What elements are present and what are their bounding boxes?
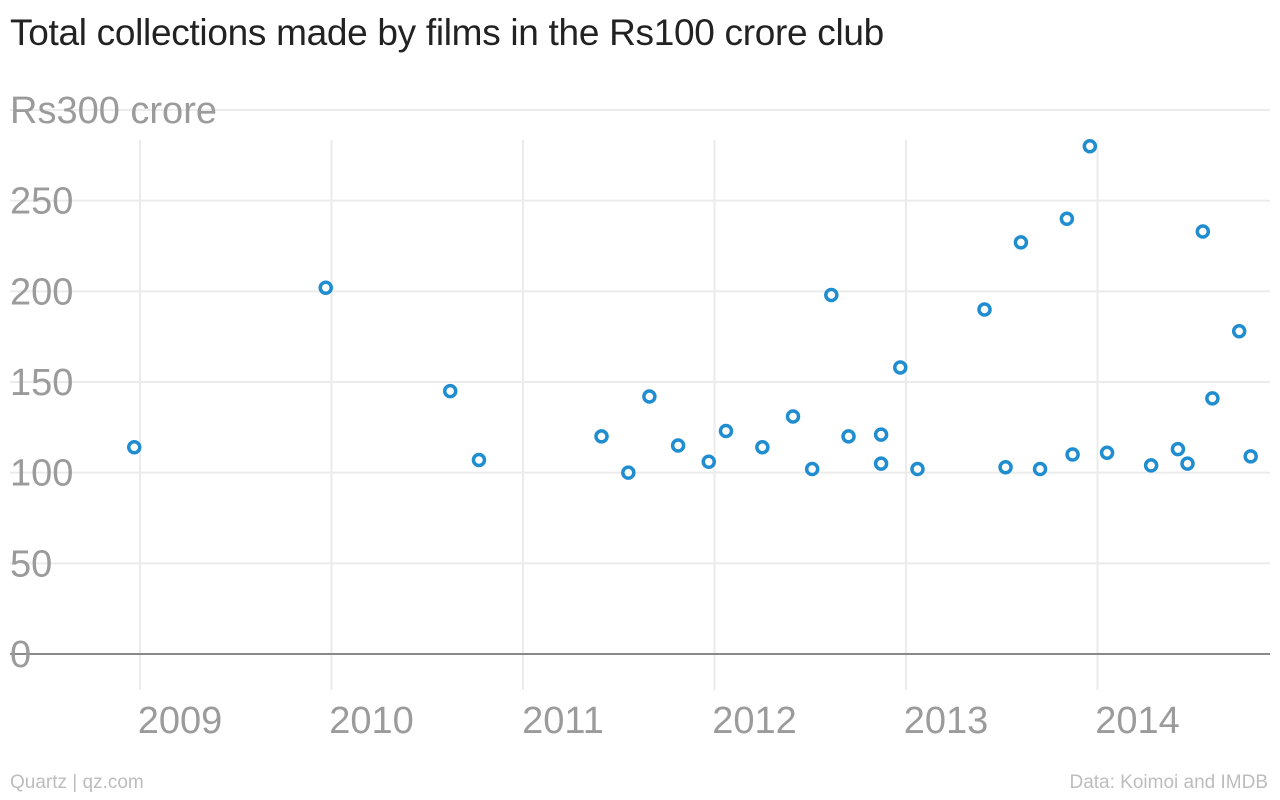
data-point — [873, 456, 889, 471]
chart-title: Total collections made by films in the R… — [10, 12, 884, 53]
x-tick-label: 2010 — [329, 700, 414, 742]
data-point — [1099, 445, 1115, 460]
data-points — [127, 139, 1258, 480]
data-point — [670, 438, 686, 453]
data-point — [1195, 224, 1211, 239]
y-axis-top-label: Rs300 crore — [10, 90, 217, 132]
data-point — [785, 409, 801, 424]
y-tick-label: 200 — [10, 271, 73, 313]
data-point — [1032, 461, 1048, 477]
y-gridlines — [10, 109, 1270, 565]
data-point — [621, 465, 636, 480]
data-point — [1205, 391, 1220, 406]
data-point — [755, 440, 770, 455]
data-point — [841, 429, 856, 444]
y-tick-label: 250 — [10, 181, 73, 223]
x-tick-label: 2009 — [138, 700, 223, 742]
data-point — [1013, 235, 1029, 250]
data-point — [977, 302, 992, 317]
data-point — [1143, 458, 1159, 473]
x-axis-ticks: 2009 2010 2011 2012 2013 2014 — [138, 700, 1180, 742]
data-point — [893, 360, 908, 375]
y-tick-label: 150 — [10, 362, 73, 404]
data-point — [873, 427, 889, 442]
data-point — [701, 454, 717, 470]
y-tick-label: 50 — [10, 543, 52, 585]
y-axis-ticks: 0 50 100 150 200 250 — [10, 181, 73, 676]
footer-source: Data: Koimoi and IMDB — [1069, 772, 1268, 793]
data-point — [642, 389, 657, 404]
data-point — [318, 280, 334, 295]
data-point — [594, 429, 609, 444]
data-point — [718, 423, 734, 439]
x-tick-label: 2011 — [522, 700, 604, 742]
data-point — [1243, 449, 1258, 464]
x-tick-label: 2012 — [712, 700, 797, 742]
data-point — [1065, 447, 1080, 462]
data-point — [471, 452, 487, 468]
data-point — [824, 287, 839, 303]
data-point — [127, 440, 142, 455]
y-tick-label: 0 — [10, 634, 31, 676]
footer-credit: Quartz | qz.com — [10, 772, 144, 793]
data-point — [1231, 323, 1247, 339]
data-point — [442, 383, 458, 399]
scatter-chart: Rs300 crore 0 50 100 150 200 250 2009 2010 2011… — [10, 90, 1270, 742]
data-point — [804, 461, 820, 477]
x-tick-label: 2013 — [904, 700, 989, 742]
data-point — [1170, 441, 1186, 457]
x-tick-label: 2014 — [1095, 700, 1180, 742]
data-point — [1082, 139, 1098, 154]
data-point — [1059, 211, 1075, 227]
y-tick-label: 100 — [10, 453, 73, 495]
data-point — [910, 461, 925, 477]
data-point — [1180, 456, 1195, 471]
data-point — [998, 459, 1013, 475]
x-gridlines — [139, 140, 1099, 690]
